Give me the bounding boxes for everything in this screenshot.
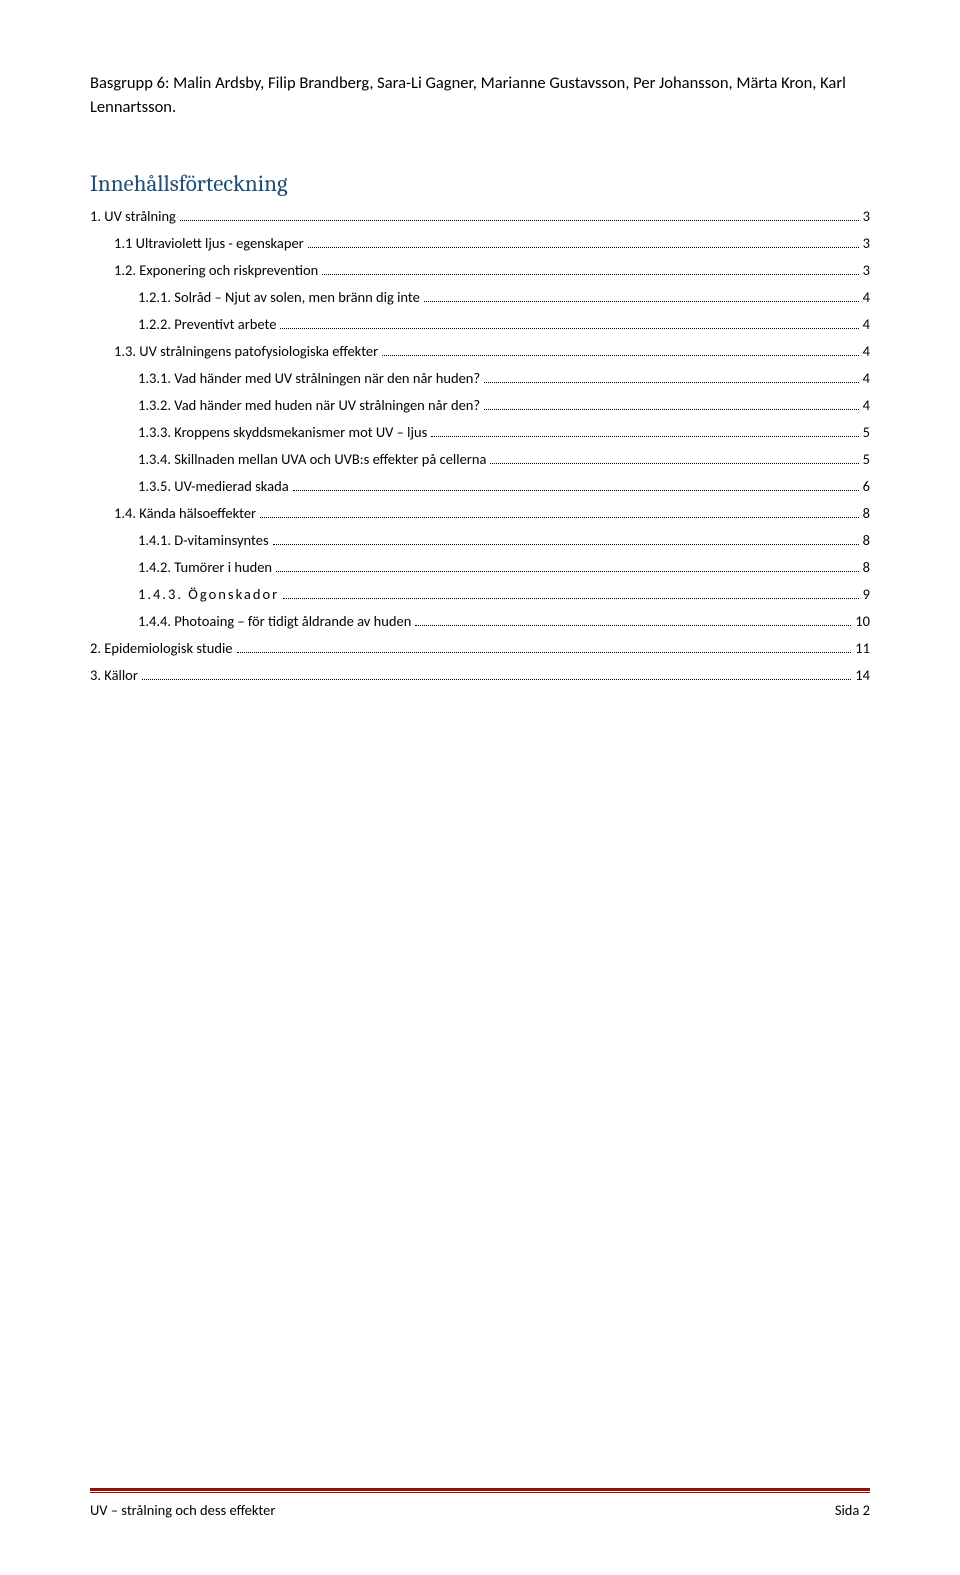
toc-entry-label: 1.4.2. Tumörer i huden [138,558,272,576]
toc-entry: 1.4.2. Tumörer i huden 8 [90,558,870,576]
toc-entry-page: 8 [863,558,870,576]
toc-entry-page: 9 [863,585,870,603]
toc-leader-dots [180,220,859,221]
footer-rule-thin [90,1492,870,1493]
toc-entry-page: 5 [863,450,870,468]
toc-title: Innehållsförteckning [90,170,870,197]
toc-entry-label: 1.3.3. Kroppens skyddsmekanismer mot UV … [138,423,427,441]
toc-entry: 1.3.1. Vad händer med UV strålningen när… [90,369,870,387]
toc-entry-label: 1.4.1. D-vitaminsyntes [138,531,269,549]
toc-leader-dots [431,436,858,437]
toc-entry: 1.4.4. Photoaing – för tidigt åldrande a… [90,612,870,630]
toc-list: 1. UV strålning31.1 Ultraviolett ljus - … [90,207,870,684]
toc-entry: 1.2.1. Solråd – Njut av solen, men bränn… [90,288,870,306]
toc-leader-dots [283,598,858,599]
toc-entry: 1.4.1. D-vitaminsyntes 8 [90,531,870,549]
toc-leader-dots [490,463,858,464]
toc-entry-page: 6 [863,477,870,495]
toc-entry-label: 1.2.1. Solråd – Njut av solen, men bränn… [138,288,420,306]
toc-entry-label: 1.2. Exponering och riskprevention [114,261,318,279]
toc-entry: 1.2.2. Preventivt arbete 4 [90,315,870,333]
footer-left: UV – strålning och dess effekter [90,1501,275,1519]
toc-leader-dots [424,301,859,302]
footer-text-row: UV – strålning och dess effekter Sida 2 [90,1501,870,1519]
toc-entry-label: 2. Epidemiologisk studie [90,639,233,657]
toc-entry-label: 1.3. UV strålningens patofysiologiska ef… [114,342,378,360]
toc-entry: 1.4. Kända hälsoeffekter 8 [90,504,870,522]
toc-entry: 1.3. UV strålningens patofysiologiska ef… [90,342,870,360]
footer-right: Sida 2 [835,1501,870,1519]
toc-entry: 1.4.3. Ögonskador 9 [90,585,870,603]
toc-entry-page: 4 [863,315,870,333]
toc-entry: 1.2. Exponering och riskprevention 3 [90,261,870,279]
toc-entry: 3. Källor 14 [90,666,870,684]
toc-entry-page: 8 [863,531,870,549]
toc-entry-page: 4 [863,396,870,414]
page-footer: UV – strålning och dess effekter Sida 2 [90,1488,870,1520]
toc-leader-dots [260,517,859,518]
toc-entry-label: 1.4.3. Ögonskador [138,585,279,603]
toc-entry-label: 1. UV strålning [90,207,176,225]
toc-entry-page: 4 [863,369,870,387]
toc-leader-dots [273,544,859,545]
toc-entry-page: 14 [855,666,870,684]
toc-leader-dots [293,490,859,491]
toc-entry-label: 3. Källor [90,666,138,684]
toc-leader-dots [322,274,858,275]
toc-leader-dots [308,247,859,248]
toc-entry-page: 4 [863,342,870,360]
toc-entry-page: 5 [863,423,870,441]
toc-leader-dots [415,625,851,626]
toc-entry-page: 10 [855,612,870,630]
toc-entry-page: 3 [863,234,870,252]
footer-rule-thick [90,1488,870,1491]
toc-entry-page: 8 [863,504,870,522]
toc-leader-dots [484,409,859,410]
toc-entry-label: 1.3.1. Vad händer med UV strålningen när… [138,369,480,387]
toc-entry-page: 11 [855,639,870,657]
toc-entry-page: 3 [863,207,870,225]
toc-leader-dots [484,382,859,383]
toc-entry-label: 1.4. Kända hälsoeffekter [114,504,256,522]
toc-leader-dots [237,652,852,653]
toc-entry-page: 3 [863,261,870,279]
toc-entry: 1.3.4. Skillnaden mellan UVA och UVB:s e… [90,450,870,468]
toc-entry: 1.3.2. Vad händer med huden när UV strål… [90,396,870,414]
toc-entry-label: 1.2.2. Preventivt arbete [138,315,276,333]
toc-entry-label: 1.3.4. Skillnaden mellan UVA och UVB:s e… [138,450,486,468]
toc-entry-page: 4 [863,288,870,306]
toc-leader-dots [142,679,851,680]
toc-entry-label: 1.3.5. UV-medierad skada [138,477,289,495]
toc-leader-dots [276,571,859,572]
toc-entry-label: 1.3.2. Vad händer med huden när UV strål… [138,396,480,414]
header-authors: Basgrupp 6: Malin Ardsby, Filip Brandber… [90,72,870,120]
toc-entry: 1.3.3. Kroppens skyddsmekanismer mot UV … [90,423,870,441]
toc-entry: 1. UV strålning 3 [90,207,870,225]
toc-entry-label: 1.1 Ultraviolett ljus - egenskaper [114,234,304,252]
toc-leader-dots [280,328,858,329]
toc-entry-label: 1.4.4. Photoaing – för tidigt åldrande a… [138,612,411,630]
toc-entry: 2. Epidemiologisk studie 11 [90,639,870,657]
toc-leader-dots [382,355,858,356]
toc-entry: 1.3.5. UV-medierad skada 6 [90,477,870,495]
toc-entry: 1.1 Ultraviolett ljus - egenskaper 3 [90,234,870,252]
